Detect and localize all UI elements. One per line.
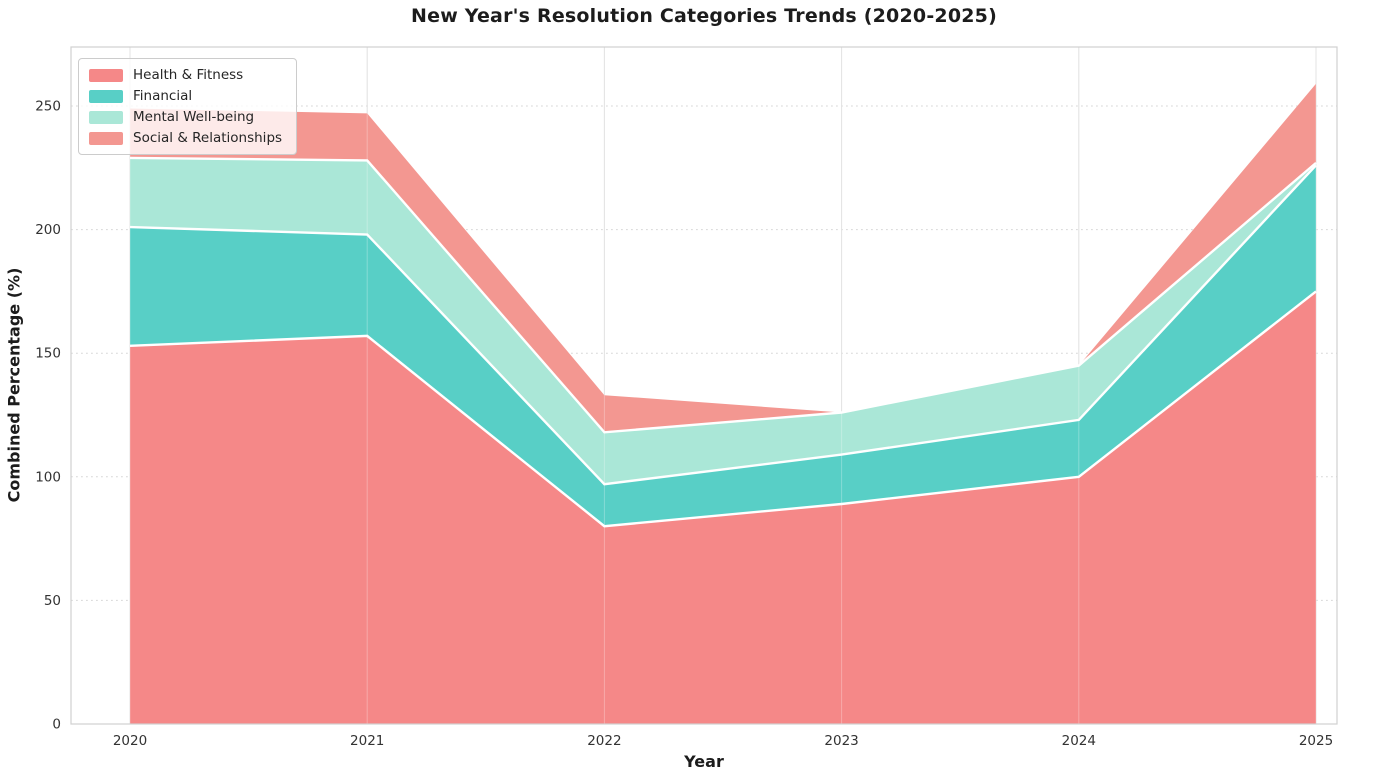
- x-axis-label: Year: [684, 752, 724, 771]
- social-swatch-icon: [89, 131, 123, 145]
- mental-swatch-icon: [89, 110, 123, 124]
- y-tick-label: 50: [44, 593, 61, 609]
- y-tick-label: 150: [35, 346, 61, 362]
- layer-edge: [129, 164, 1317, 486]
- y-tick-label: 0: [52, 717, 61, 733]
- legend-item-mental: Mental Well-being: [89, 109, 282, 125]
- health-swatch-icon: [89, 68, 123, 82]
- chart-title: New Year's Resolution Categories Trends …: [411, 5, 997, 27]
- area-2: [130, 157, 1316, 485]
- x-tick-label: 2024: [1062, 733, 1096, 749]
- x-tick-label: 2021: [350, 733, 384, 749]
- legend: Health & Fitness Financial Mental Well-b…: [78, 58, 298, 155]
- x-tick-label: 2023: [824, 733, 858, 749]
- y-axis-label: Combined Percentage (%): [4, 267, 24, 503]
- legend-label: Social & Relationships: [133, 130, 283, 146]
- legend-item-health: Health & Fitness: [89, 67, 282, 83]
- legend-label: Mental Well-being: [133, 109, 255, 125]
- financial-swatch-icon: [89, 89, 123, 103]
- area-1: [130, 165, 1316, 527]
- legend-item-social: Social & Relationships: [89, 130, 282, 146]
- x-tick-label: 2025: [1299, 733, 1333, 749]
- x-tick-label: 2020: [113, 733, 147, 749]
- x-tick-label: 2022: [587, 733, 621, 749]
- layer-edge: [129, 156, 1317, 434]
- plot-border: [70, 46, 1338, 725]
- legend-item-financial: Financial: [89, 88, 282, 104]
- y-tick-label: 250: [35, 99, 61, 115]
- legend-label: Health & Fitness: [133, 67, 244, 83]
- y-tick-label: 200: [35, 222, 61, 238]
- layer-edge: [129, 290, 1317, 528]
- legend-label: Financial: [133, 88, 193, 104]
- area-0: [130, 291, 1316, 724]
- y-tick-label: 100: [35, 469, 61, 485]
